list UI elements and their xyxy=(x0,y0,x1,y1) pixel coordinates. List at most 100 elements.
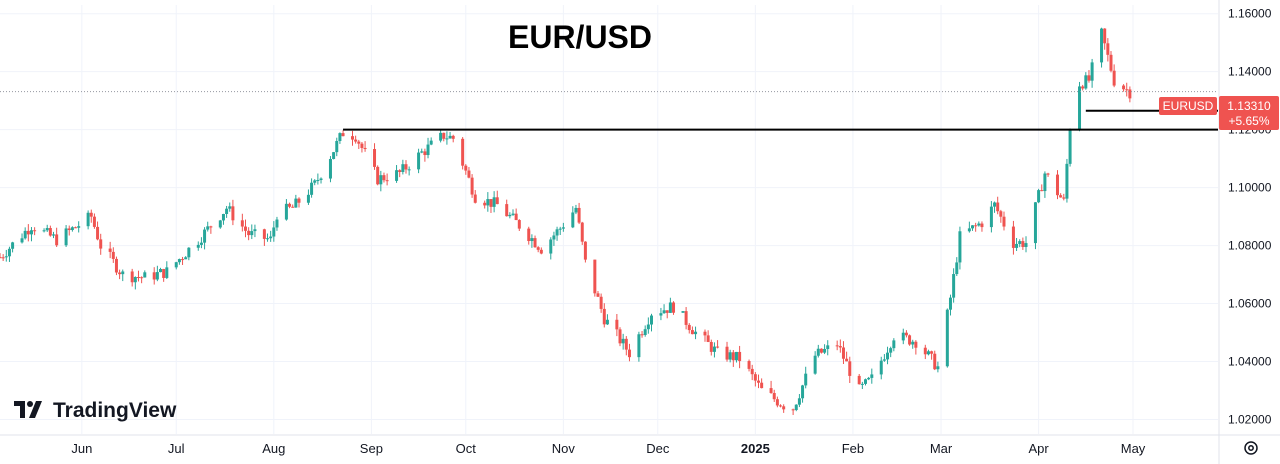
candle-body xyxy=(725,346,729,360)
candle-body xyxy=(284,203,288,220)
candle-body xyxy=(933,353,937,370)
candle-body xyxy=(159,269,163,273)
candle-body xyxy=(335,140,339,153)
candle-body xyxy=(376,166,380,185)
candle-body xyxy=(1081,86,1085,89)
candle-body xyxy=(121,271,125,275)
candle-body xyxy=(291,206,295,208)
candle-body xyxy=(637,334,641,358)
candle-body xyxy=(889,348,893,353)
candle-body xyxy=(407,169,411,171)
candle-body xyxy=(225,208,229,215)
candle-body xyxy=(948,297,952,310)
candle-body xyxy=(649,315,653,325)
candle-body xyxy=(96,226,100,240)
candle-body xyxy=(791,409,795,411)
chart-title: EUR/USD xyxy=(508,19,652,55)
candle-body xyxy=(577,207,581,223)
candle-body xyxy=(426,144,430,156)
candle-body xyxy=(659,313,663,316)
candle-body xyxy=(1021,241,1025,247)
candle-body xyxy=(275,219,279,228)
candle-body xyxy=(111,251,115,259)
candle-body xyxy=(473,194,477,203)
candle-body xyxy=(7,248,11,257)
candle-body xyxy=(243,226,247,231)
candle-body xyxy=(209,226,213,228)
candle-body xyxy=(511,213,515,215)
candle-body xyxy=(1068,130,1072,164)
candle-body xyxy=(67,228,71,231)
candle-body xyxy=(310,182,314,195)
candle-body xyxy=(703,331,707,336)
candle-body xyxy=(379,175,383,185)
candle-body xyxy=(760,382,764,389)
candle-body xyxy=(221,214,225,221)
x-tick-label: Feb xyxy=(842,441,864,456)
candle-body xyxy=(1100,28,1104,63)
candle-body xyxy=(206,226,210,230)
candle-body xyxy=(605,319,609,325)
price-badge: 1.13310 +5.65% xyxy=(1219,96,1279,130)
candle-body xyxy=(816,348,820,356)
tradingview-logo-text: TradingView xyxy=(53,399,177,422)
candle-body xyxy=(218,220,222,228)
candle-body xyxy=(1046,173,1050,175)
candle-body xyxy=(1033,202,1037,244)
candle-body xyxy=(445,138,449,140)
x-tick-label: Dec xyxy=(646,441,670,456)
candle-body xyxy=(357,141,361,144)
candle-body xyxy=(297,198,301,203)
candle-body xyxy=(1059,195,1063,198)
candle-body xyxy=(580,222,584,242)
candle-body xyxy=(945,309,949,367)
candle-body xyxy=(165,267,169,278)
x-tick-label: Jun xyxy=(71,441,92,456)
candle-body xyxy=(294,198,298,208)
candle-body xyxy=(731,352,735,361)
candle-body xyxy=(0,257,2,259)
candle-body xyxy=(495,197,499,205)
symbol-badge: EURUSD xyxy=(1159,97,1217,115)
candle-body xyxy=(130,271,134,283)
candle-body xyxy=(398,170,402,173)
price-badge-box xyxy=(1219,96,1279,130)
candle-body xyxy=(306,194,310,203)
candle-body xyxy=(747,361,751,369)
candle-body xyxy=(690,330,694,335)
candle-body xyxy=(155,272,159,280)
candle-body xyxy=(328,158,332,179)
candle-body xyxy=(423,151,427,156)
last-price-label: 1.13310 xyxy=(1227,99,1271,113)
candle-body xyxy=(467,170,471,178)
candle-body xyxy=(70,227,74,231)
candle-body xyxy=(801,385,805,399)
candle-body xyxy=(184,257,188,260)
candle-body xyxy=(74,227,78,229)
candle-body xyxy=(687,324,691,331)
candle-body xyxy=(181,259,185,261)
candle-body xyxy=(382,175,386,181)
x-tick-label: Nov xyxy=(552,441,576,456)
change-percent-label: +5.65% xyxy=(1228,114,1269,128)
candle-body xyxy=(904,332,908,336)
candle-body xyxy=(536,247,540,250)
candle-body xyxy=(672,302,676,313)
candle-body xyxy=(1078,86,1082,131)
candle-body xyxy=(187,247,191,258)
x-tick-label: Apr xyxy=(1028,441,1049,456)
candle-body xyxy=(272,227,276,237)
candle-body xyxy=(643,329,647,335)
candle-body xyxy=(804,373,808,386)
candle-body xyxy=(530,238,534,242)
candle-body xyxy=(958,231,962,263)
candle-body xyxy=(1103,28,1107,44)
time-axis: Jun Jul Aug Sep Oct Nov Dec 2025 Feb Mar Apr May xyxy=(71,441,1145,456)
candle-body xyxy=(838,346,842,348)
candle-body xyxy=(439,132,443,141)
gear-icon[interactable] xyxy=(1244,441,1258,455)
candle-body xyxy=(77,226,81,228)
candle-body xyxy=(772,392,776,400)
y-tick-label: 1.02000 xyxy=(1228,413,1272,427)
